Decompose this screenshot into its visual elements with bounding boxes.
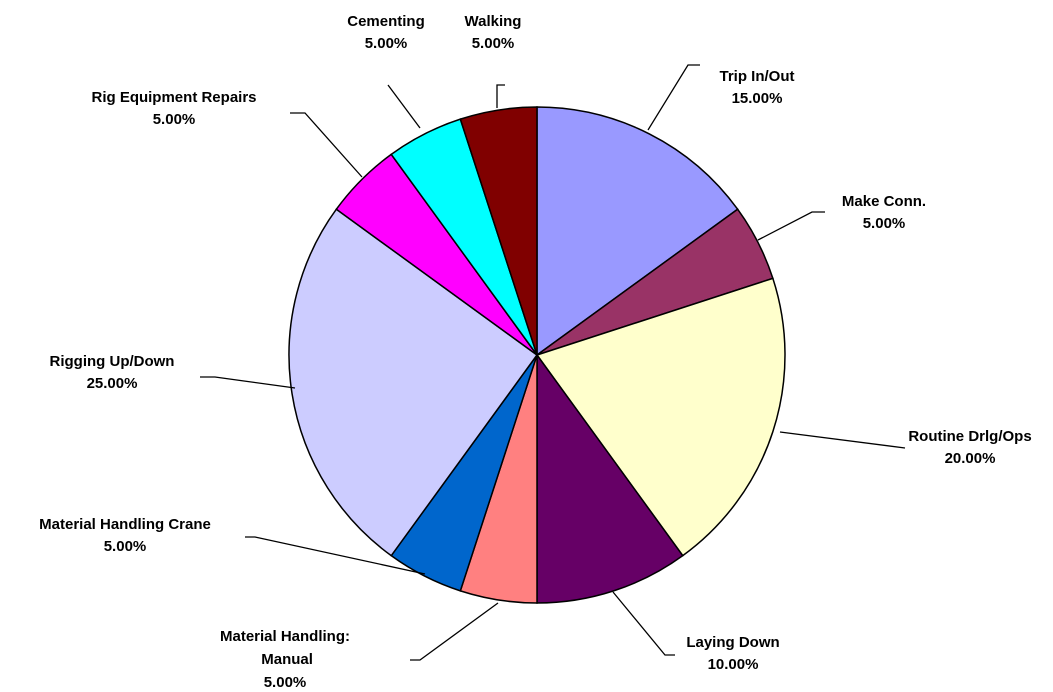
label-line: Material Handling:: [220, 628, 350, 645]
leader-line: [387, 84, 421, 129]
slice-label: Laying Down: [686, 634, 779, 651]
value-label: 10.00%: [708, 656, 759, 673]
slice-label: Material Handling: Manual: [220, 628, 350, 668]
pie-slice: [536, 106, 739, 357]
leader-line: [290, 112, 363, 178]
leader-line: [757, 211, 825, 241]
slice-label: Routine Drlg/Ops: [908, 428, 1031, 445]
value-label: 5.00%: [863, 215, 906, 232]
value-label: 5.00%: [153, 111, 196, 128]
pie-slice: [536, 352, 684, 604]
slice-label: Material Handling Crane: [39, 516, 211, 533]
slice-label: Walking: [465, 13, 522, 30]
value-label: 25.00%: [87, 375, 138, 392]
leader-line: [200, 376, 296, 389]
slice-label: Trip In/Out: [720, 68, 795, 85]
leader-line: [245, 536, 426, 575]
value-label: 5.00%: [264, 674, 307, 691]
value-label: 5.00%: [104, 538, 147, 555]
leader-line: [410, 602, 499, 661]
pie-slice: [459, 106, 538, 356]
leader-line: [647, 64, 700, 131]
label-line: Manual: [257, 651, 313, 668]
pie-slice: [535, 277, 786, 557]
value-label: 20.00%: [945, 450, 996, 467]
slice-label: Make Conn.: [842, 193, 926, 210]
pie-slice: [288, 208, 539, 557]
value-label: 5.00%: [472, 35, 515, 52]
leader-line: [779, 431, 906, 449]
leader-line: [496, 84, 505, 108]
slice-label: Cementing: [347, 13, 425, 30]
value-label: 5.00%: [365, 35, 408, 52]
slice-label: Rig Equipment Repairs: [91, 89, 256, 106]
leader-line: [612, 591, 675, 656]
slice-label: Rigging Up/Down: [50, 353, 175, 370]
value-label: 15.00%: [732, 90, 783, 107]
